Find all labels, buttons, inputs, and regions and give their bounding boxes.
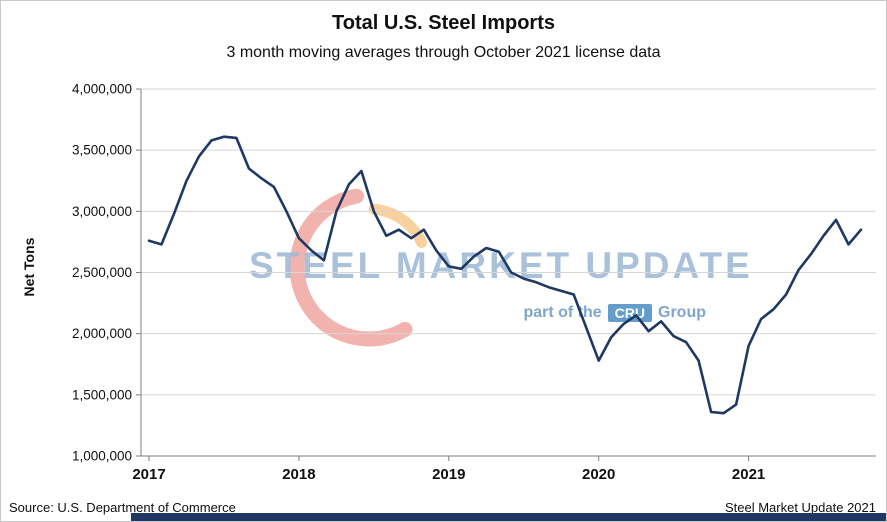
svg-text:3,500,000: 3,500,000	[72, 143, 132, 158]
watermark-tagline-suffix: Group	[658, 304, 706, 321]
svg-text:4,000,000: 4,000,000	[72, 82, 132, 97]
svg-text:1,000,000: 1,000,000	[72, 449, 132, 464]
y-axis-title: Net Tons	[21, 237, 37, 297]
chart-title: Total U.S. Steel Imports	[332, 12, 555, 34]
source-attribution: Source: U.S. Department of Commerce	[9, 500, 236, 515]
credit-text: Steel Market Update 2021	[724, 500, 876, 515]
svg-text:2017: 2017	[132, 466, 165, 483]
svg-text:2021: 2021	[732, 466, 765, 483]
chart-subtitle: 3 month moving averages through October …	[226, 44, 661, 61]
svg-text:2020: 2020	[582, 466, 615, 483]
svg-text:3,000,000: 3,000,000	[72, 204, 132, 219]
svg-text:2,000,000: 2,000,000	[72, 326, 132, 341]
svg-text:2019: 2019	[432, 466, 465, 483]
footer-accent-bar	[131, 513, 886, 521]
svg-text:2018: 2018	[282, 466, 315, 483]
svg-text:2,500,000: 2,500,000	[72, 265, 132, 280]
svg-text:1,500,000: 1,500,000	[72, 387, 132, 402]
